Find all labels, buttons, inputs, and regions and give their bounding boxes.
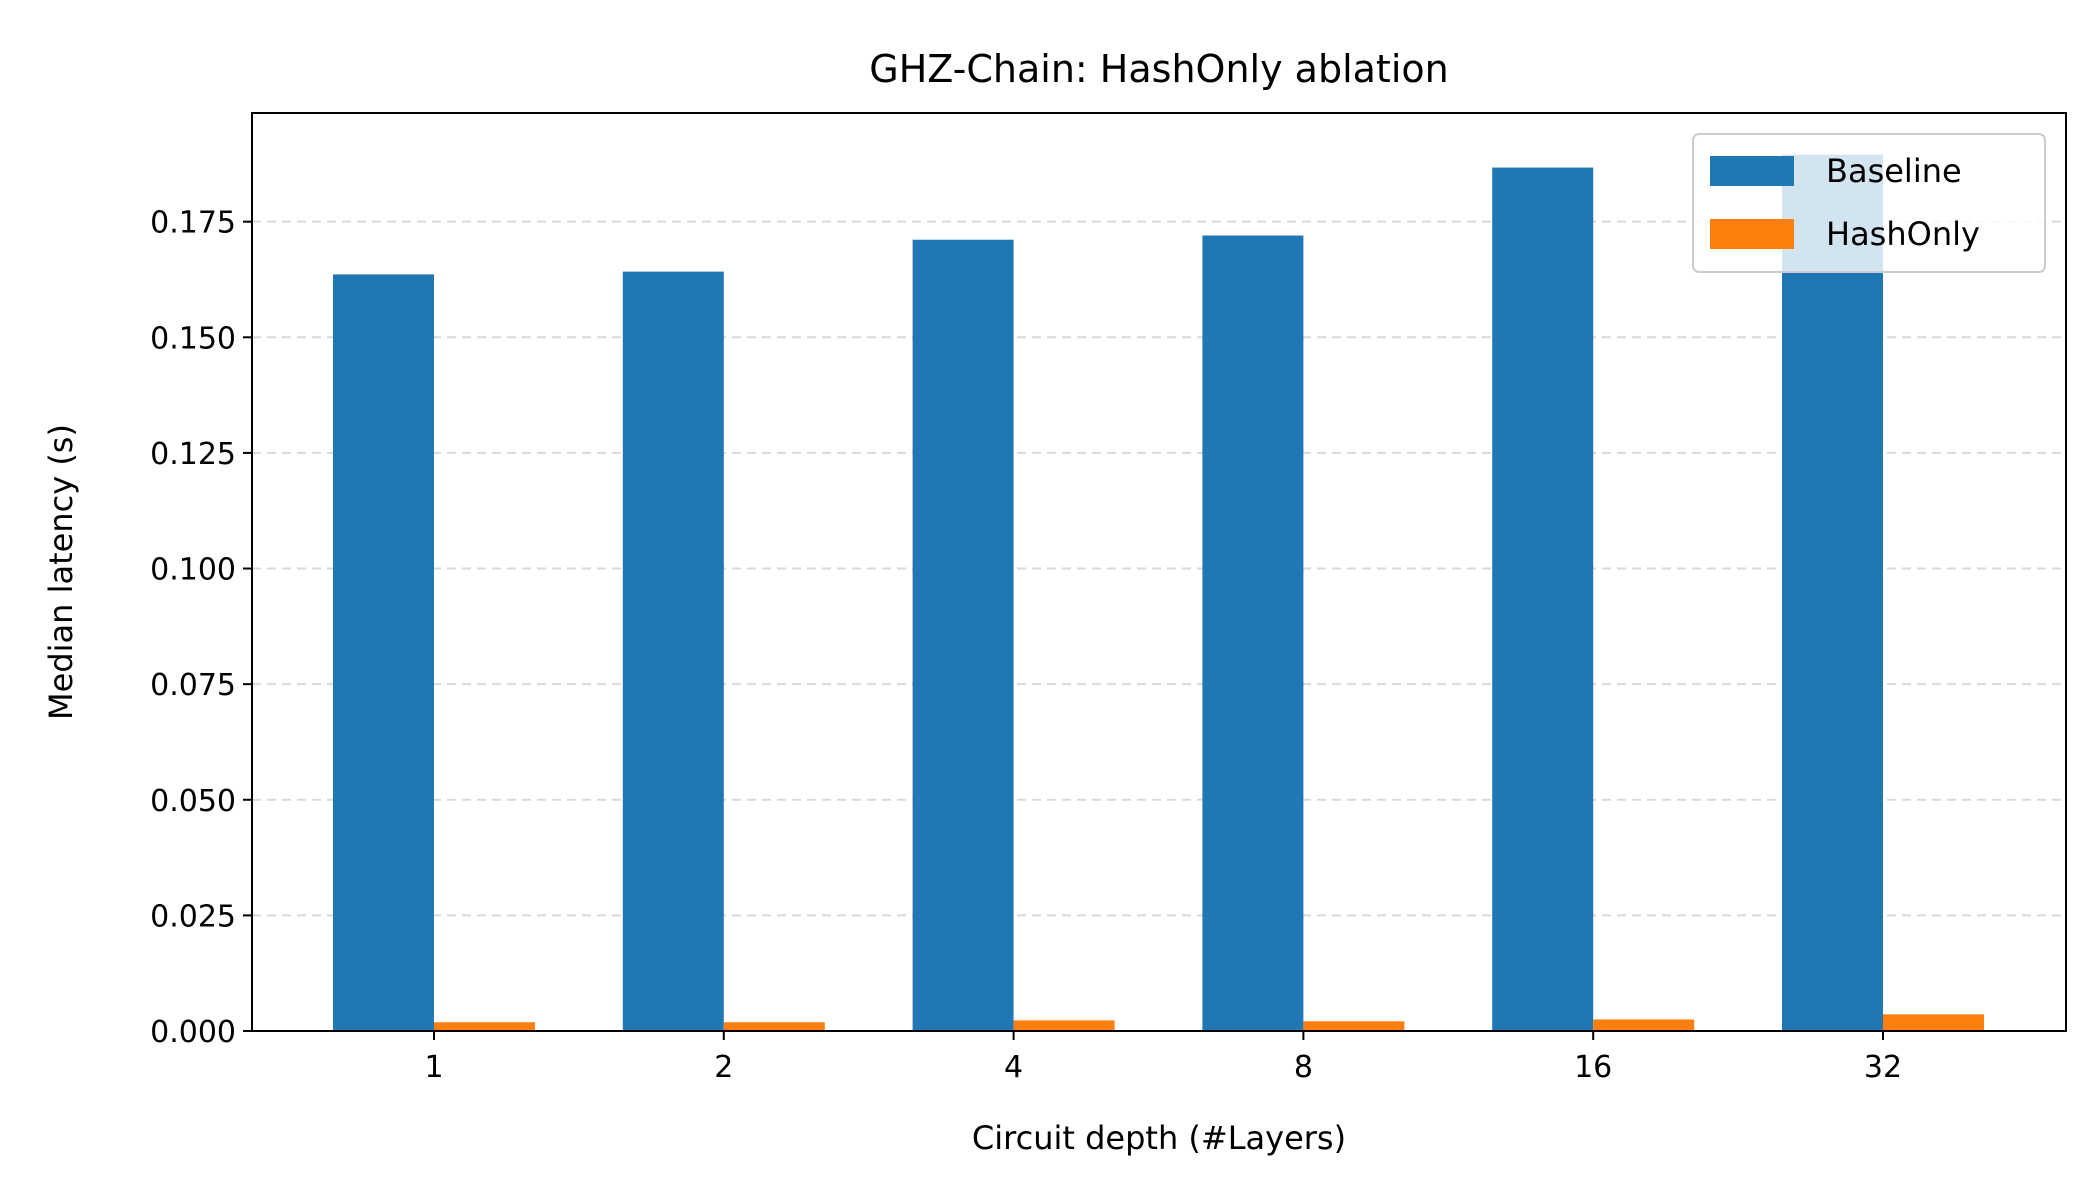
x-tick-label: 1: [424, 1050, 443, 1085]
bars: [333, 154, 1984, 1032]
bar-hashonly-8: [1303, 1021, 1405, 1031]
x-axis-title: Circuit depth (#Layers): [972, 1119, 1346, 1157]
bar-baseline-2: [622, 271, 724, 1031]
x-tick-label: 2: [714, 1050, 733, 1085]
legend: Baseline HashOnly: [1692, 133, 2046, 273]
y-tick-label: 0.125: [150, 437, 236, 472]
bar-baseline-8: [1202, 235, 1304, 1032]
y-axis-title: Median latency (s): [42, 424, 80, 720]
x-axis-ticks: 1 2 4 8 16 32: [424, 1031, 1902, 1085]
bar-hashonly-32: [1883, 1014, 1984, 1031]
x-tick-label: 16: [1574, 1050, 1612, 1085]
grid-lines: [252, 220, 2066, 917]
y-axis-ticks: 0.000 0.025 0.050 0.075 0.100 0.125 0.150 0.175: [150, 206, 252, 1050]
x-tick-label: 32: [1864, 1050, 1902, 1085]
bar-hashonly-1: [434, 1022, 535, 1031]
bar-hashonly-4: [1013, 1020, 1115, 1031]
bar-baseline-16: [1492, 167, 1594, 1031]
bar-baseline-32: [1782, 154, 1883, 1031]
bar-hashonly-2: [723, 1022, 825, 1031]
chart-title: GHZ-Chain: HashOnly ablation: [869, 47, 1448, 91]
y-tick-label: 0.175: [150, 206, 236, 241]
y-tick-label: 0.075: [150, 668, 236, 703]
y-tick-label: 0.025: [150, 899, 236, 934]
y-tick-label: 0.150: [150, 321, 236, 356]
plot-frame: [251, 112, 2067, 1032]
bar-baseline-1: [333, 274, 434, 1032]
legend-label-baseline: Baseline: [1826, 152, 1962, 190]
bar-baseline-4: [912, 239, 1014, 1031]
legend-label-hashonly: HashOnly: [1826, 215, 1980, 253]
y-tick-label: 0.050: [150, 784, 236, 819]
legend-swatch-baseline: [1710, 156, 1794, 186]
x-tick-label: 8: [1294, 1050, 1313, 1085]
y-tick-label: 0.000: [150, 1015, 236, 1050]
y-tick-label: 0.100: [150, 553, 236, 588]
legend-swatch-hashonly: [1710, 219, 1794, 249]
x-tick-label: 4: [1004, 1050, 1023, 1085]
bar-hashonly-16: [1593, 1019, 1695, 1031]
